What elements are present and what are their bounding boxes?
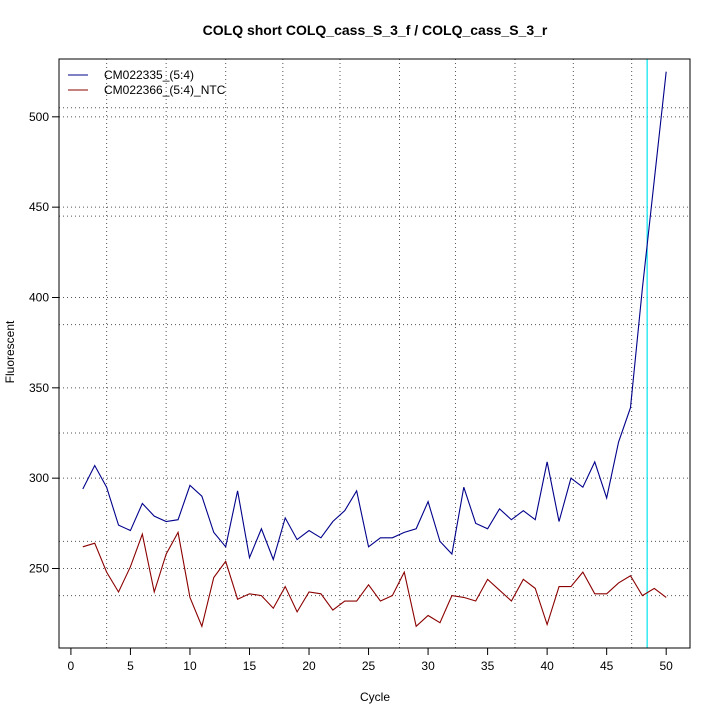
y-axis-label: Fluorescent <box>3 320 17 383</box>
chart-title: COLQ short COLQ_cass_S_3_f / COLQ_cass_S… <box>203 22 548 38</box>
y-tick-label: 350 <box>29 381 49 395</box>
x-tick-label: 5 <box>127 659 134 673</box>
axes-layer: 0 5 10 15 20 25 30 35 40 45 50 250 300 350 400 450 500 <box>29 58 691 673</box>
x-axis-label: Cycle <box>360 690 390 704</box>
y-tick-label: 300 <box>29 471 49 485</box>
y-tick-label: 450 <box>29 200 49 214</box>
plot-frame <box>58 58 691 649</box>
x-tick-label: 15 <box>243 659 257 673</box>
x-tick-label: 50 <box>660 659 674 673</box>
y-tick-label: 500 <box>29 110 49 124</box>
legend-label-1: CM022335_(5:4) <box>104 68 194 82</box>
grid-layer <box>59 59 690 648</box>
x-tick-label: 30 <box>421 659 435 673</box>
x-tick-label: 25 <box>362 659 376 673</box>
y-tick-label: 250 <box>29 562 49 576</box>
legend-label-2: CM022366_(5:4)_NTC <box>104 83 226 97</box>
series-layer <box>82 71 667 629</box>
x-tick-label: 10 <box>183 659 197 673</box>
series-line-2 <box>82 530 667 629</box>
series-line-1 <box>82 71 667 562</box>
x-tick-label: 0 <box>68 659 75 673</box>
x-tick-label: 45 <box>600 659 614 673</box>
legend: CM022335_(5:4)CM022366_(5:4)_NTC <box>68 68 226 97</box>
x-tick-label: 20 <box>302 659 316 673</box>
x-tick-label: 40 <box>540 659 554 673</box>
y-tick-label: 400 <box>29 290 49 304</box>
x-tick-label: 35 <box>481 659 495 673</box>
